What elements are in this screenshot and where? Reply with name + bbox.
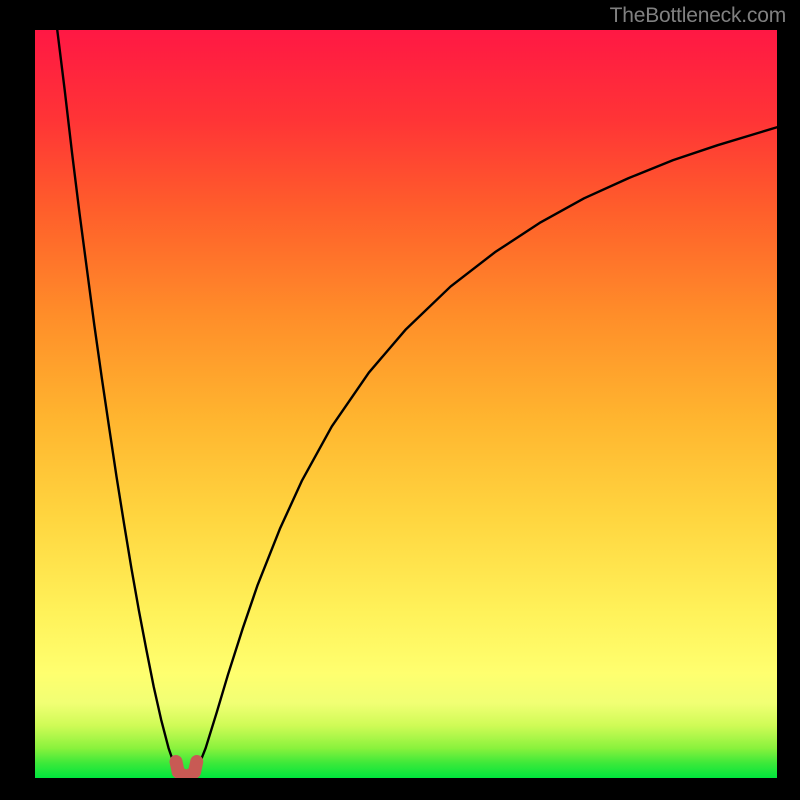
plot-area [35,30,777,778]
trough-marker [176,762,197,776]
curve-right-branch [195,127,777,772]
chart-frame: TheBottleneck.com [0,0,800,800]
curve-layer [35,30,777,778]
curve-left-branch [57,30,178,772]
watermark-text: TheBottleneck.com [610,4,786,28]
